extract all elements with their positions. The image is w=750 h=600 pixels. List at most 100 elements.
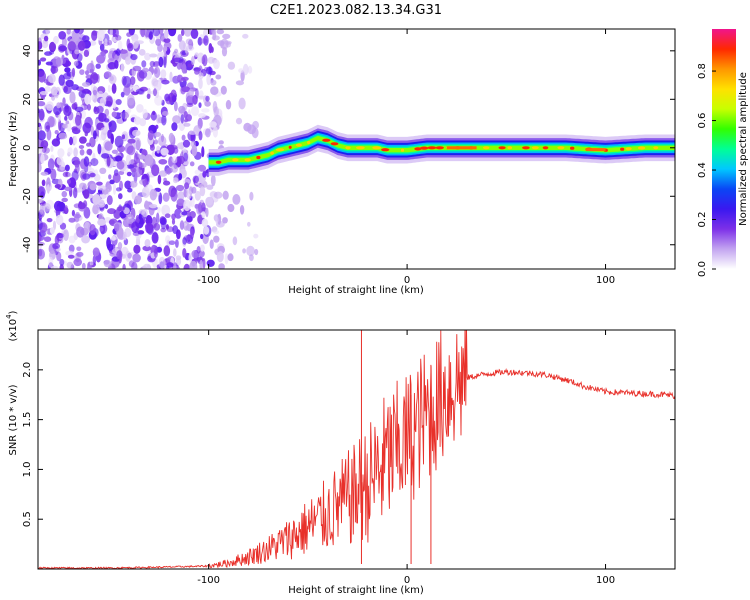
snr-y-ticks: 0.5 1.0 1.5 2.0	[22, 362, 675, 527]
noise-blob	[44, 236, 52, 242]
noise-blob	[161, 114, 167, 126]
noise-blob	[40, 171, 49, 176]
spectrogram-y-label: Frequency (Hz)	[8, 111, 19, 187]
noise-blob	[200, 233, 204, 240]
noise-blob	[162, 46, 168, 52]
noise-blob	[213, 59, 220, 70]
noise-blob	[203, 35, 209, 46]
figure-title: C2E1.2023.082.13.34.G31	[270, 3, 442, 18]
noise-blob	[166, 265, 170, 269]
noise-blob	[175, 239, 179, 248]
noise-blob	[156, 212, 160, 224]
noise-blob	[92, 247, 100, 257]
noise-blob	[104, 141, 113, 151]
noise-blob	[41, 179, 46, 187]
noise-blob	[222, 217, 228, 224]
noise-blob	[201, 218, 209, 228]
noise-blob	[111, 83, 117, 94]
noise-blob	[159, 217, 167, 226]
noise-blob	[177, 191, 185, 201]
noise-blob	[190, 106, 200, 117]
noise-blob	[112, 183, 117, 195]
noise-blob	[73, 135, 78, 145]
noise-blob	[153, 139, 159, 145]
noise-blob	[198, 130, 203, 141]
noise-blob	[120, 63, 125, 72]
noise-blob	[142, 263, 152, 269]
noise-blob	[116, 206, 125, 212]
noise-blob	[89, 224, 96, 236]
noise-blob	[194, 69, 200, 75]
colorbar-bar	[712, 29, 736, 269]
noise-blob	[144, 200, 149, 210]
noise-blob	[225, 99, 232, 110]
ridge-hotspot	[542, 146, 549, 150]
noise-blob	[202, 258, 206, 269]
noise-blob	[89, 183, 97, 191]
noise-blob	[108, 121, 112, 127]
noise-blob	[89, 172, 96, 178]
noise-blob	[50, 265, 59, 269]
noise-blob	[107, 129, 112, 139]
noise-blob	[183, 122, 191, 127]
noise-blob	[176, 184, 185, 192]
noise-blob	[213, 106, 219, 117]
noise-blob	[203, 226, 210, 235]
noise-blob	[84, 93, 92, 105]
noise-blob	[206, 259, 215, 267]
noise-blob	[68, 217, 76, 223]
noise-blob	[106, 195, 113, 206]
noise-blob	[77, 40, 86, 51]
noise-blob	[89, 136, 96, 148]
noise-blob	[132, 65, 142, 72]
noise-blob	[197, 36, 203, 46]
y-tick-label: 0	[22, 145, 33, 151]
ridge-hotspot	[446, 146, 477, 150]
noise-blob	[247, 221, 251, 227]
noise-blob	[125, 154, 132, 166]
noise-blob	[174, 208, 183, 219]
noise-blob	[134, 195, 142, 205]
ridge-hotspot	[322, 138, 331, 142]
noise-blob	[168, 240, 176, 245]
noise-blob	[97, 203, 105, 208]
noise-blob	[54, 184, 61, 189]
colorbar-tick-label: 0.2	[697, 212, 708, 228]
y-tick-label: -20	[22, 188, 33, 204]
noise-blob	[209, 239, 214, 249]
noise-blob	[163, 180, 171, 186]
noise-blob	[127, 42, 134, 52]
noise-blob	[124, 165, 129, 175]
ridge-hotspot	[400, 148, 405, 152]
noise-blob	[78, 145, 85, 149]
noise-blob	[254, 248, 259, 256]
noise-blob	[194, 169, 201, 175]
noise-blob	[117, 242, 123, 250]
noise-blob	[125, 56, 131, 65]
snr-x-ticks: -100 0 100	[197, 330, 615, 586]
noise-blob	[67, 172, 72, 177]
noise-blob	[178, 105, 186, 114]
noise-blob	[216, 251, 224, 263]
noise-blob	[168, 132, 175, 143]
noise-blob	[206, 184, 214, 190]
noise-blob	[109, 29, 113, 36]
noise-blob	[38, 130, 46, 141]
noise-blob	[38, 138, 44, 149]
noise-blob	[99, 43, 105, 52]
noise-blob	[50, 168, 57, 181]
noise-blob	[119, 49, 128, 54]
noise-blob	[96, 181, 103, 186]
noise-blob	[156, 145, 161, 154]
noise-blob	[58, 119, 62, 131]
spectrogram-panel: -40 -20 0 20 40 -100 0 100 Height of straight …	[8, 28, 676, 296]
noise-blob	[191, 56, 195, 66]
noise-blob	[191, 144, 198, 157]
noise-blob	[50, 145, 54, 152]
noise-blob	[74, 114, 82, 126]
noise-blob	[66, 261, 74, 269]
noise-blob	[81, 82, 91, 87]
noise-blob	[173, 248, 177, 257]
noise-blob	[122, 76, 132, 88]
y-tick-label: -40	[22, 237, 33, 253]
